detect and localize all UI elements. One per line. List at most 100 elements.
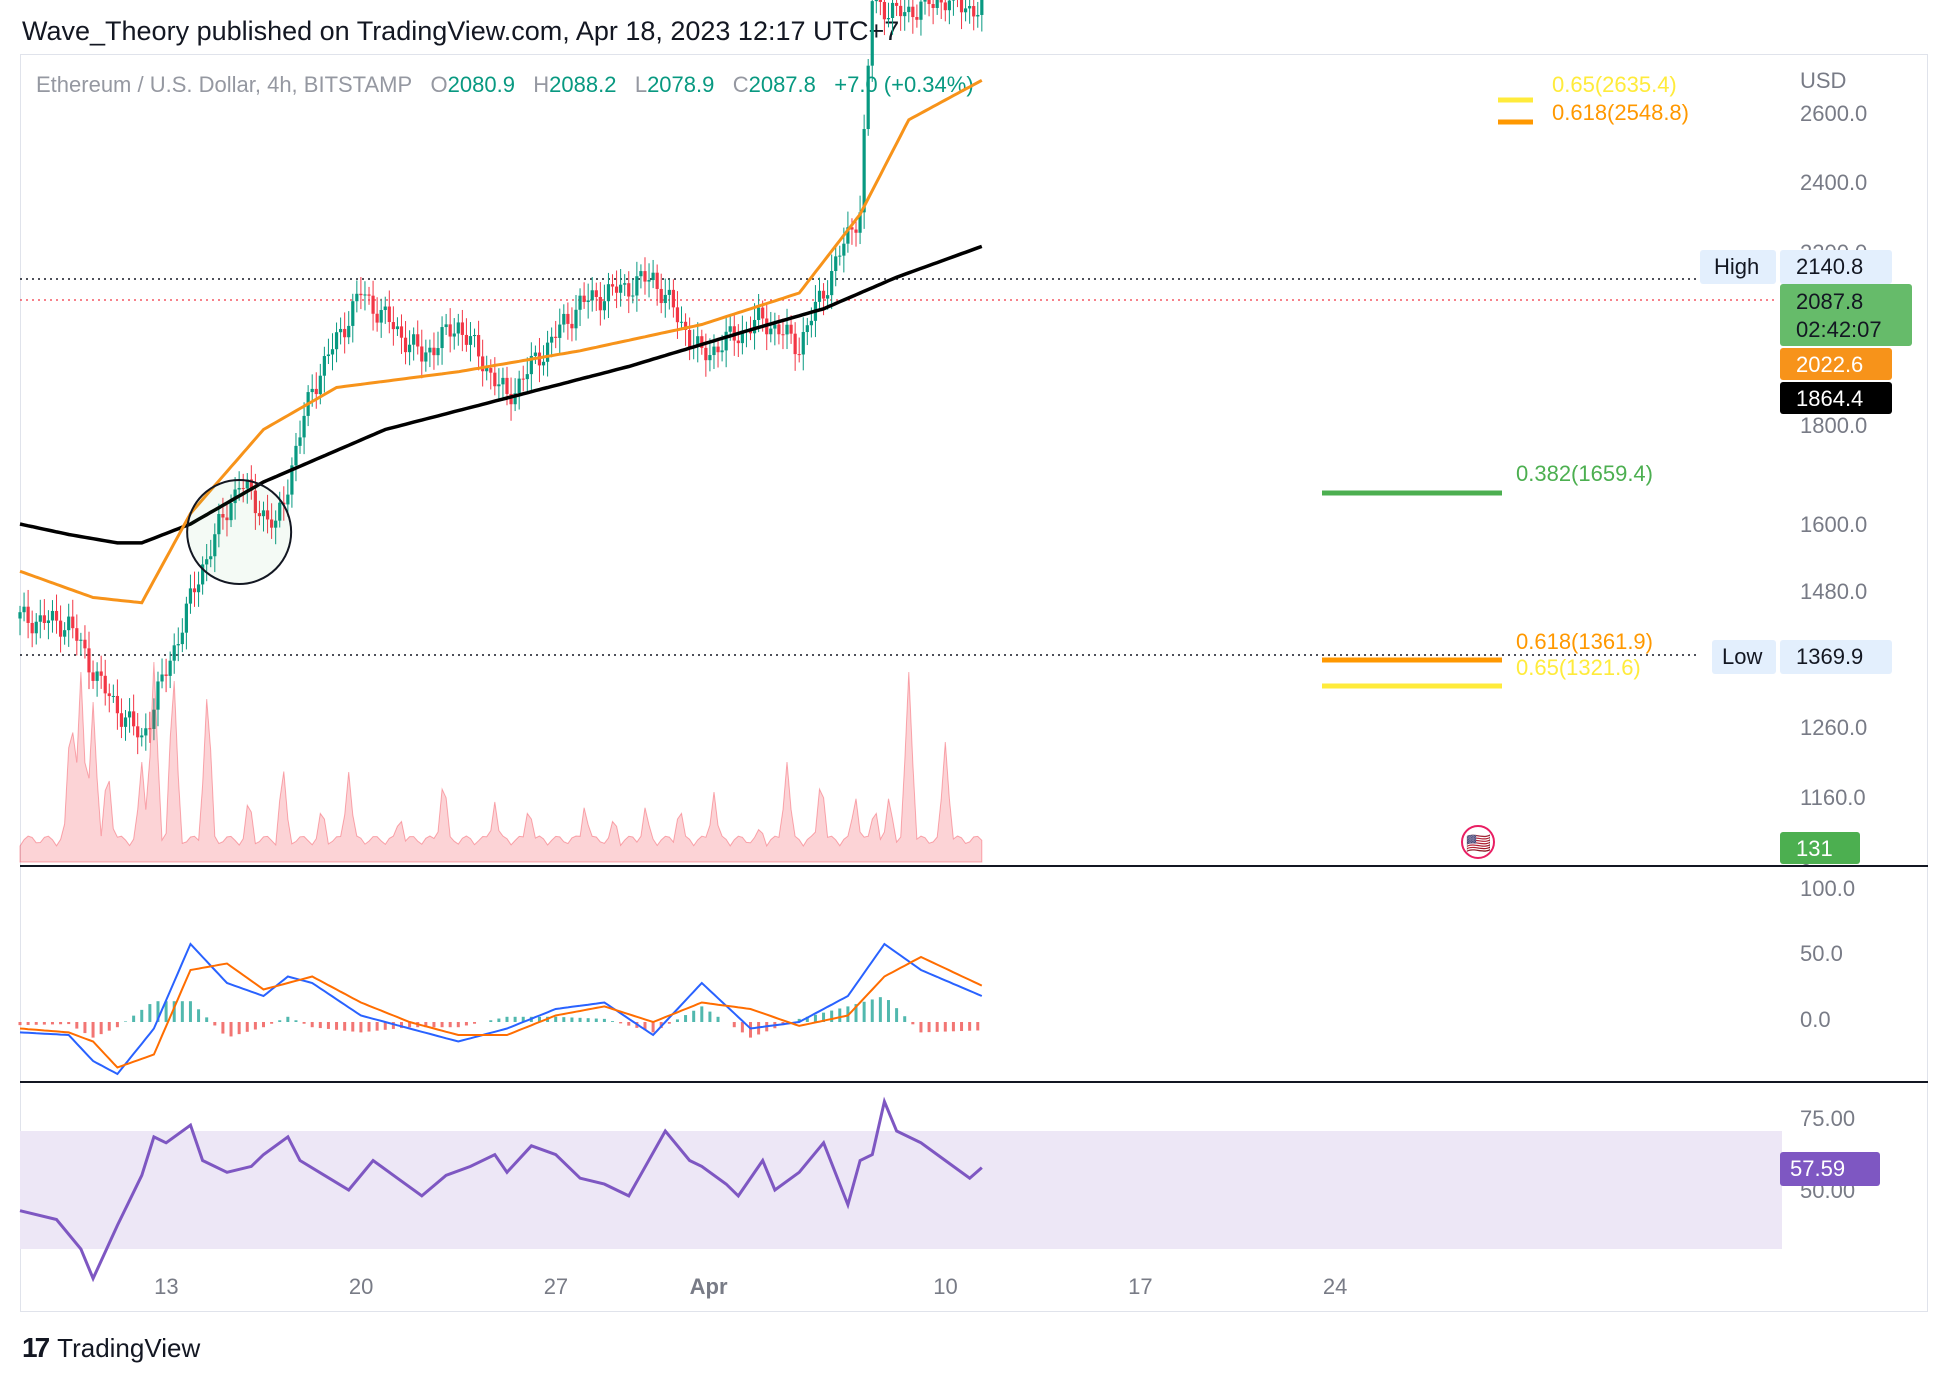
symbol-name[interactable]: Ethereum / U.S. Dollar, 4h, BITSTAMP (36, 72, 413, 97)
macd-histogram-bar (164, 1001, 168, 1022)
candle-body (959, 0, 964, 13)
candle-body (318, 375, 322, 395)
candle-body (752, 319, 757, 334)
candle-body (180, 632, 184, 645)
macd-histogram-bar (805, 1016, 809, 1022)
candle-body (355, 293, 359, 302)
candle-body (481, 356, 485, 372)
macd-histogram-bar (424, 1022, 428, 1028)
candle-body (71, 616, 75, 629)
macd-line (19, 942, 983, 1076)
candle-body (777, 324, 781, 335)
candle-body (416, 334, 420, 347)
price-axis-unit: USD (1800, 68, 1846, 93)
tradingview-logo[interactable]: 17 TradingView (22, 1332, 200, 1364)
candle-body (846, 227, 850, 244)
candle-body (359, 293, 363, 296)
candle-body (724, 331, 728, 351)
price-tick-label: 1800.0 (1800, 413, 1867, 438)
candle-body (980, 0, 984, 15)
last-price-box (1780, 284, 1912, 346)
candle-body (322, 356, 326, 376)
candle-body (951, 0, 956, 1)
candle-body (521, 378, 525, 380)
candle-body (931, 4, 935, 8)
publisher-line: Wave_Theory published on TradingView.com… (22, 16, 900, 46)
candle-body (667, 289, 671, 295)
macd-histogram-bar (473, 1022, 477, 1024)
candle-body (716, 346, 720, 353)
macd-histogram-bar (124, 1021, 128, 1022)
candle-body (241, 487, 245, 489)
macd-tick-label: 0.0 (1800, 1007, 1831, 1032)
macd-histogram-bar (838, 1008, 842, 1022)
macd-histogram-bar (83, 1022, 87, 1034)
macd-histogram-bar (188, 1001, 192, 1022)
candle-body (882, 1, 887, 20)
candle-body (209, 556, 213, 560)
macd-histogram-bar (26, 1022, 30, 1025)
candle-body (249, 479, 253, 491)
candle-body (257, 513, 262, 517)
candle-body (379, 310, 383, 323)
candle-body (50, 610, 55, 621)
candle-body (119, 713, 124, 727)
candle-body (830, 271, 834, 296)
x-tick-label: 10 (933, 1274, 957, 1299)
candle-body (91, 672, 95, 681)
macd-histogram-bar (302, 1022, 306, 1024)
candle-body (688, 330, 692, 348)
candle-body (205, 559, 209, 565)
macd-histogram-bar (830, 1010, 834, 1022)
candle-body (976, 14, 980, 17)
macd-histogram-bar (391, 1022, 395, 1029)
macd-histogram-bar (732, 1022, 736, 1028)
macd-histogram-bar (221, 1022, 225, 1034)
macd-histogram-bar (180, 1001, 184, 1022)
high-label: High (1714, 254, 1759, 279)
candle-body (201, 564, 205, 585)
candle-body (245, 479, 249, 489)
macd-histogram-bar (716, 1016, 720, 1022)
macd-histogram-bar (351, 1022, 355, 1032)
candle-body (184, 603, 188, 633)
chart-frame (20, 54, 1928, 1312)
candle-body (963, 8, 968, 13)
candle-body (826, 295, 830, 299)
candle-body (468, 336, 473, 345)
candle-body (594, 290, 598, 297)
candle-body (286, 494, 290, 505)
candle-body (472, 334, 477, 337)
candle-body (935, 0, 939, 8)
candle-body (517, 378, 521, 394)
macd-histogram-bar (562, 1017, 566, 1022)
candle-body (225, 517, 229, 521)
candle-body (18, 612, 22, 619)
macd-tick-label: 50.0 (1800, 941, 1843, 966)
macd-histogram-bar (294, 1020, 298, 1022)
candle-body (590, 290, 594, 301)
macd-histogram-bar (570, 1017, 574, 1022)
candle-body (550, 336, 554, 343)
candle-body (562, 313, 566, 325)
macd-histogram-bar (75, 1022, 79, 1029)
candle-body (923, 0, 927, 2)
candle-body (99, 671, 103, 676)
macd-histogram-bar (237, 1022, 241, 1035)
macd-histogram-bar (205, 1017, 209, 1022)
candle-body (432, 347, 436, 356)
candle-body (489, 368, 493, 373)
candle-body (34, 621, 38, 634)
tradingview-brand: TradingView (57, 1332, 201, 1363)
candle-body (38, 615, 42, 622)
close-label: C (732, 72, 749, 97)
candle-body (797, 354, 801, 356)
candle-body (440, 327, 444, 349)
macd-histogram-bar (99, 1022, 103, 1035)
macd-histogram-bar (578, 1017, 582, 1022)
candle-body (330, 349, 335, 355)
candle-body (347, 325, 351, 338)
candle-body (270, 519, 274, 528)
macd-histogram-bar (813, 1014, 817, 1022)
